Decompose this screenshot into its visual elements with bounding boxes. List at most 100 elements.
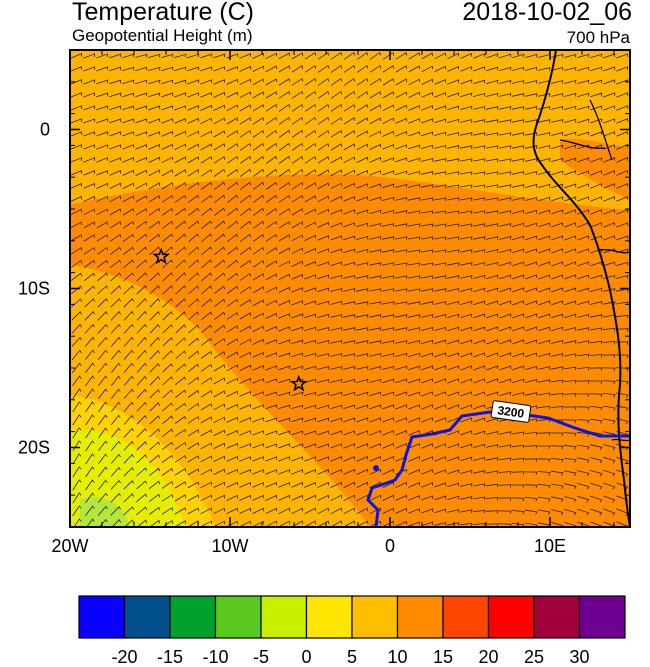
wind-barb [564, 79, 577, 84]
wind-barb [252, 246, 265, 255]
wind-barb [174, 156, 187, 164]
wind-barb [200, 53, 213, 59]
wind-barb [317, 391, 330, 396]
wind-barb [175, 272, 186, 282]
wind-barb [421, 301, 434, 305]
wind-barb [434, 145, 447, 149]
wind-barb [96, 221, 109, 229]
wind-barb [317, 156, 330, 164]
wind-barb [498, 470, 512, 475]
wind-barb [123, 285, 134, 295]
colorbar-label: 20 [478, 647, 498, 667]
colorbar-swatch [351, 595, 399, 639]
wind-barb [460, 404, 473, 410]
wind-barb [110, 453, 121, 464]
wind-barb [239, 456, 252, 462]
wind-barb [98, 518, 108, 527]
wind-barb [278, 194, 291, 203]
wind-barb [84, 323, 95, 334]
wind-barb [239, 181, 252, 190]
wind-barb [499, 184, 512, 188]
wind-barb [96, 131, 109, 137]
wind-barb [356, 301, 369, 305]
wind-barb [187, 181, 200, 190]
wind-barb [227, 194, 239, 204]
wind-barb [161, 169, 174, 177]
wind-barb [148, 207, 161, 216]
wind-barb [369, 468, 382, 475]
wind-barb [201, 246, 213, 256]
wind-barb [149, 389, 160, 399]
wind-barb [110, 336, 121, 347]
wind-barb [395, 131, 408, 137]
wind-barb [123, 272, 134, 282]
wind-barb [110, 362, 121, 373]
wind-barb [200, 104, 213, 111]
wind-barb [447, 118, 460, 123]
wind-barb [356, 314, 369, 318]
wind-barb [162, 272, 173, 282]
wind-barb [564, 53, 577, 58]
wind-barb [499, 93, 512, 97]
wind-barb [408, 91, 421, 98]
wind-barb [434, 404, 447, 410]
wind-barb [421, 456, 434, 462]
wind-barb [70, 208, 83, 216]
wind-barb [538, 119, 551, 123]
wind-barb [434, 352, 447, 358]
wind-barb [473, 326, 486, 332]
wind-barb [226, 143, 239, 151]
wind-barb [174, 415, 187, 424]
wind-barb [122, 118, 135, 124]
wind-barb [512, 171, 525, 175]
wind-barb [109, 233, 122, 242]
wind-barb [252, 352, 265, 358]
wind-barb [512, 365, 525, 371]
wind-barb [537, 471, 551, 476]
wind-barb [563, 444, 577, 450]
wind-barb [252, 456, 265, 462]
wind-barb [291, 417, 304, 423]
wind-barb [252, 104, 265, 112]
wind-barb [291, 195, 304, 203]
wind-barb [239, 299, 252, 307]
wind-barb [447, 210, 460, 215]
wind-barb [278, 365, 291, 371]
wind-barb [395, 236, 408, 240]
wind-barb [356, 353, 369, 357]
wind-barb [551, 144, 564, 149]
wind-barb [330, 314, 343, 318]
wind-barb [136, 388, 147, 399]
wind-barb [538, 379, 551, 383]
colorbar-swatch [396, 595, 444, 639]
wind-barb [538, 287, 551, 293]
wind-barb [343, 507, 356, 515]
wind-barb [512, 184, 525, 188]
wind-barb [460, 171, 473, 175]
wind-barb [603, 288, 616, 292]
contour-label-box [490, 400, 532, 423]
wind-barb [473, 171, 486, 175]
wind-barb [434, 223, 447, 228]
wind-barb [330, 404, 343, 410]
wind-barb [408, 78, 421, 86]
wind-barb [447, 352, 460, 358]
wind-barb [460, 417, 473, 423]
wind-barb [148, 92, 161, 98]
wind-barb [356, 156, 369, 163]
wind-barb [369, 494, 382, 502]
wind-barb [434, 197, 447, 201]
wind-barb [382, 443, 395, 449]
wind-barb [590, 274, 603, 280]
wind-barb [447, 262, 460, 266]
wind-barb [616, 222, 629, 228]
y-tick-label: 0 [40, 120, 50, 140]
wind-barb [200, 520, 213, 527]
wind-barb [226, 285, 239, 294]
wind-barb [434, 288, 447, 292]
wind-barb [239, 233, 252, 242]
wind-barb [538, 157, 551, 162]
chart-title: Temperature (C) [72, 0, 254, 26]
wind-barb [96, 195, 109, 203]
